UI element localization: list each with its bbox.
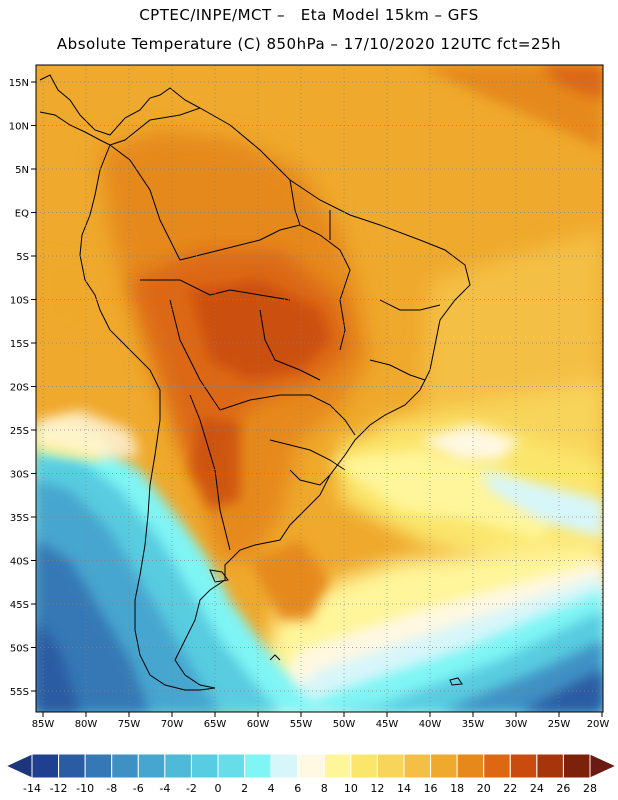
colorbar-swatch	[403, 753, 432, 779]
colorbar-label: 28	[583, 782, 597, 795]
colorbar-label: -6	[133, 782, 144, 795]
colorbar-swatch	[456, 753, 485, 779]
colorbar: -14 -12 -10 -8 -6 -4 -2 0 2 4 6 8 10 12 14 16 18 20 22 24 26…	[4, 753, 618, 795]
lat-label: 20S	[10, 383, 29, 394]
colorbar-swatch	[483, 753, 511, 779]
lon-label: 55W	[290, 719, 313, 730]
colorbar-label: 26	[556, 782, 570, 795]
lat-label: 35S	[10, 513, 29, 524]
lat-label: 25S	[10, 426, 29, 437]
colorbar-swatch	[164, 753, 192, 779]
colorbar-swatch	[217, 753, 246, 779]
lat-label: 5S	[16, 252, 29, 263]
lat-label: EQ	[15, 209, 29, 220]
colorbar-label: 20	[477, 782, 491, 795]
lon-label: 20W	[587, 719, 610, 730]
lat-label: 30S	[10, 470, 29, 481]
colorbar-swatch	[430, 753, 458, 779]
colorbar-label: 4	[268, 782, 275, 795]
colorbar-label: -10	[76, 782, 94, 795]
colorbar-label: 14	[397, 782, 411, 795]
lat-label: 5N	[15, 165, 29, 176]
colorbar-label: -12	[50, 782, 68, 795]
colorbar-swatch	[323, 753, 352, 779]
colorbar-label: 12	[370, 782, 384, 795]
longitude-labels: 85W 80W 75W 70W 65W 60W 55W 50W 45W 40W …	[32, 719, 610, 730]
lat-label: 50S	[10, 644, 29, 655]
colorbar-swatch	[350, 753, 378, 779]
lon-label: 60W	[247, 719, 270, 730]
lon-label: 45W	[376, 719, 399, 730]
lat-lon-grid	[36, 65, 603, 712]
colorbar-label: 18	[450, 782, 464, 795]
lon-label: 85W	[32, 719, 55, 730]
lon-label: 80W	[75, 719, 98, 730]
colorbar-label: -14	[23, 782, 41, 795]
lat-label: 10S	[10, 296, 29, 307]
colorbar-swatch	[244, 753, 272, 779]
lat-label: 15S	[10, 339, 29, 350]
lon-label: 40W	[419, 719, 442, 730]
colorbar-swatch	[190, 753, 219, 779]
lat-label: 15N	[9, 78, 29, 89]
colorbar-swatch	[137, 753, 166, 779]
colorbar-min-arrow	[4, 753, 33, 779]
axis-ticks	[31, 81, 603, 717]
lon-label: 50W	[333, 719, 356, 730]
country-borders	[39, 74, 471, 691]
colorbar-label: 8	[321, 782, 328, 795]
lat-label: 45S	[10, 600, 29, 611]
colorbar-label: -4	[159, 782, 170, 795]
colorbar-swatch	[84, 753, 113, 779]
colorbar-label: 24	[530, 782, 544, 795]
colorbar-swatch	[562, 753, 591, 779]
colorbar-swatch	[376, 753, 405, 779]
colorbar-swatch	[31, 753, 60, 779]
colorbar-swatch	[297, 753, 325, 779]
map-title-line1: CPTEC/INPE/MCT – Eta Model 15km – GFS	[139, 6, 479, 24]
map-frame	[35, 64, 604, 713]
colorbar-label: 22	[503, 782, 517, 795]
colorbar-label: 2	[241, 782, 248, 795]
colorbar-max-arrow	[589, 753, 618, 779]
colorbar-label: -8	[106, 782, 117, 795]
lon-label: 65W	[204, 719, 227, 730]
colorbar-swatch	[58, 753, 86, 779]
lat-label: 55S	[10, 687, 29, 698]
lon-label: 75W	[118, 719, 141, 730]
colorbar-label: -2	[186, 782, 197, 795]
colorbar-label: 16	[424, 782, 438, 795]
lat-label: 40S	[10, 557, 29, 568]
latitude-labels: 15N 10N 5N EQ 5S 10S 15S 20S 25S 30S 35S…	[9, 78, 29, 698]
colorbar-swatch	[536, 753, 564, 779]
lon-label: 35W	[462, 719, 485, 730]
lon-label: 30W	[505, 719, 528, 730]
colorbar-swatch	[111, 753, 139, 779]
lat-label: 10N	[9, 122, 29, 133]
temperature-field	[36, 65, 603, 712]
colorbar-swatch	[270, 753, 299, 779]
colorbar-swatch	[509, 753, 538, 779]
lon-label: 25W	[548, 719, 571, 730]
colorbar-label: 6	[294, 782, 301, 795]
colorbar-label: 10	[344, 782, 358, 795]
map-title-line2: Absolute Temperature (C) 850hPa – 17/10/…	[56, 35, 562, 53]
lon-label: 70W	[161, 719, 184, 730]
colorbar-label: 0	[215, 782, 222, 795]
